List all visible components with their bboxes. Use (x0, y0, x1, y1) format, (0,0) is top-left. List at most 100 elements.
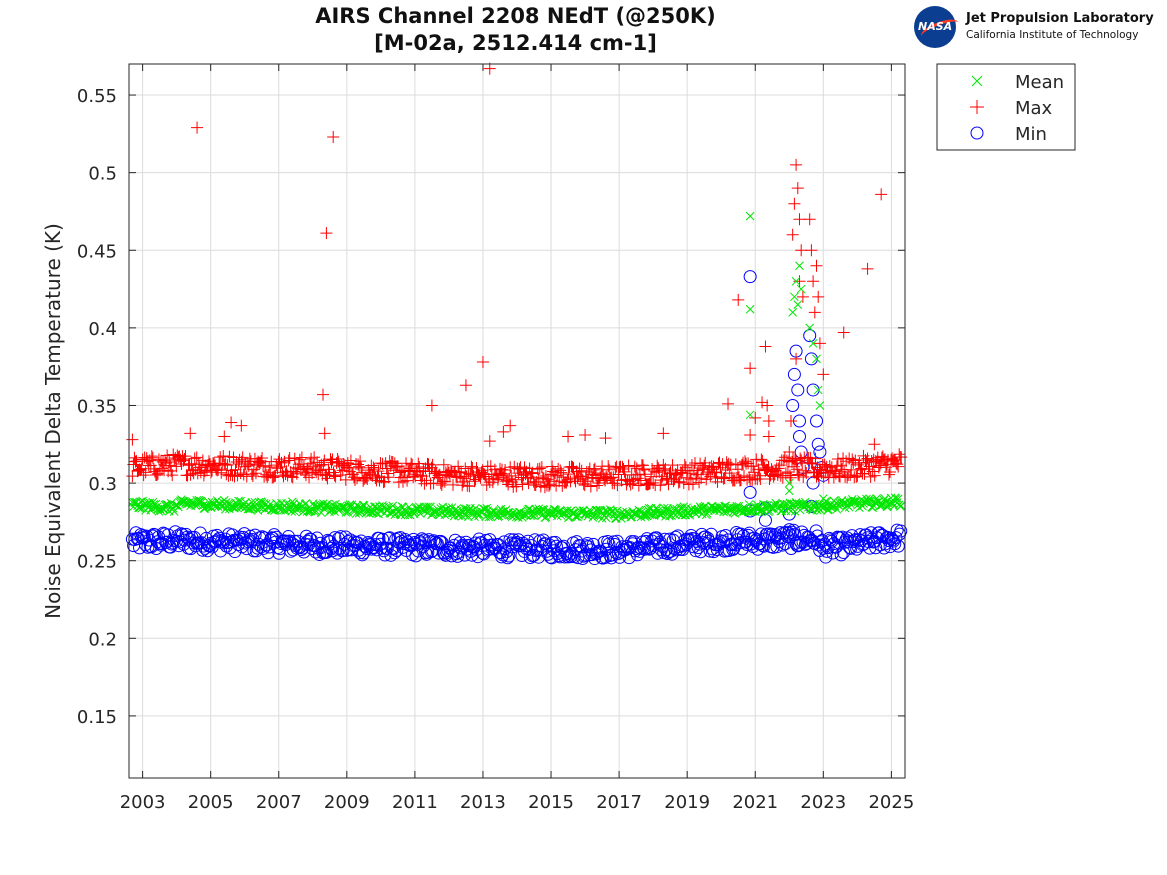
y-tick-label: 0.2 (88, 629, 117, 650)
nasa-badge-text: NASA (918, 20, 953, 33)
data-point-max (791, 463, 804, 476)
data-point-mean (345, 500, 355, 509)
data-point-max (163, 455, 176, 468)
data-point-min (628, 544, 642, 558)
data-point-max (137, 469, 150, 482)
x-tick-label: 2025 (868, 792, 914, 813)
data-point-max (279, 468, 292, 481)
data-point-max (442, 466, 455, 479)
data-point-max (166, 469, 179, 482)
data-point-max (215, 466, 228, 479)
data-point-max (707, 460, 720, 473)
data-point-mean (696, 504, 706, 513)
data-point-mean (676, 503, 686, 513)
data-point-max (883, 468, 896, 481)
data-point-max (783, 446, 796, 459)
data-point-max (205, 466, 218, 479)
data-point-max (525, 467, 538, 480)
data-point-max (329, 470, 342, 483)
data-point-mean (275, 503, 284, 513)
data-point-mean (288, 497, 297, 507)
data-point-max (463, 480, 476, 493)
data-point-mean (865, 494, 874, 504)
x-tick-label: 2017 (596, 792, 642, 813)
data-point-mean (363, 507, 373, 516)
data-point-min (791, 539, 805, 553)
data-point-mean (197, 497, 207, 507)
data-point-max (708, 466, 721, 479)
data-point-max (807, 275, 820, 288)
y-tick-label: 0.55 (77, 86, 117, 107)
data-point-max (624, 478, 637, 491)
x-tick-label: 2015 (528, 792, 574, 813)
data-point-mean (761, 500, 770, 510)
data-point-max (293, 453, 306, 466)
data-point-max (246, 470, 259, 483)
legend-marker-max (970, 100, 984, 114)
data-point-min (357, 546, 371, 560)
data-point-max (497, 425, 510, 438)
data-point-min (772, 534, 786, 548)
data-point-max (891, 458, 904, 471)
data-point-max (190, 451, 203, 464)
data-point-max (254, 457, 267, 470)
nasa-meatball-icon: NASA (914, 6, 962, 48)
data-point-max (792, 468, 805, 481)
data-point-max (408, 468, 421, 481)
data-point-min (501, 551, 515, 565)
data-point-max (541, 473, 554, 486)
data-point-max (612, 468, 625, 481)
data-point-max (761, 399, 774, 412)
data-point-mean (796, 284, 806, 294)
data-point-max (781, 466, 794, 479)
data-point-min (274, 537, 288, 551)
x-tick-label: 2011 (392, 792, 438, 813)
data-point-max (812, 290, 825, 303)
data-point-max (875, 451, 888, 464)
data-point-min (216, 536, 230, 550)
data-point-max (603, 463, 616, 476)
data-point-mean (784, 478, 794, 488)
data-point-mean (337, 502, 347, 512)
data-point-min (787, 367, 801, 381)
data-point-max (477, 467, 490, 480)
data-point-max (795, 244, 808, 257)
data-point-max (686, 478, 699, 491)
data-point-min (304, 533, 318, 547)
data-point-min (853, 528, 867, 542)
data-point-max (507, 480, 520, 493)
data-point-min (735, 542, 749, 556)
data-point-min (453, 536, 467, 550)
data-point-mean (815, 401, 825, 410)
data-point-mean (896, 501, 906, 511)
data-point-max (817, 471, 830, 484)
data-point-min (417, 533, 431, 547)
data-point-max (283, 452, 296, 465)
data-point-min (240, 542, 254, 556)
data-point-max (771, 468, 784, 481)
data-point-max (354, 455, 367, 468)
data-point-max (241, 458, 254, 471)
data-point-max (791, 182, 804, 195)
lab-subtitle: California Institute of Technology (966, 29, 1139, 41)
data-point-max (662, 478, 675, 491)
data-point-max (536, 471, 549, 484)
x-tick-label: 2019 (664, 792, 710, 813)
data-point-max (342, 461, 355, 474)
data-point-max (786, 228, 799, 241)
data-point-mean (813, 385, 823, 395)
data-point-max (561, 473, 574, 486)
data-point-max (231, 469, 244, 482)
data-point-max (267, 471, 280, 484)
data-point-max (282, 454, 295, 467)
data-point-mean (822, 497, 832, 507)
data-point-max (352, 458, 365, 471)
x-tick-label: 2005 (188, 792, 234, 813)
data-point-max (317, 388, 329, 401)
data-point-max (234, 467, 247, 480)
data-point-max (212, 463, 225, 476)
data-point-max (382, 471, 395, 484)
data-point-min (392, 536, 406, 550)
data-point-max (305, 452, 318, 465)
data-point-max (320, 227, 333, 240)
